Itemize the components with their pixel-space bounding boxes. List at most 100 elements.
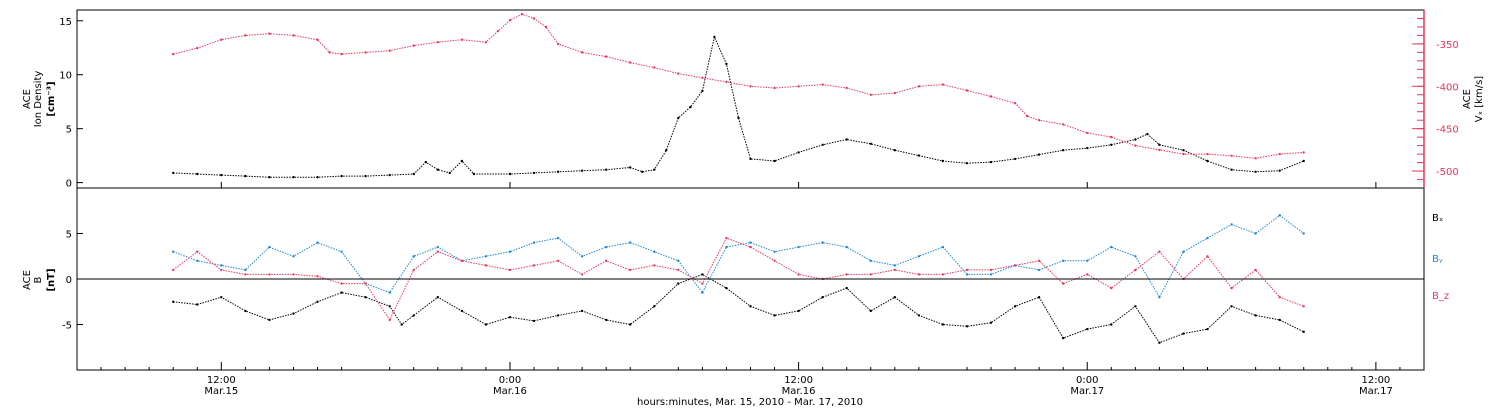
velocity-x-series-point [749, 85, 752, 88]
top-left-axis-label-line-2: Ion Density [33, 71, 44, 128]
velocity-x-series-point [496, 30, 500, 33]
bz-series-point [460, 259, 464, 262]
bz-series-point [1062, 282, 1065, 285]
by-series-point [508, 250, 512, 253]
velocity-x-series-point [893, 91, 896, 95]
top-left-tick-label: 5 [66, 125, 72, 136]
velocity-x-series-point [989, 95, 993, 98]
velocity-x-series-point [508, 19, 512, 22]
top-left-tick-label: 10 [59, 71, 72, 82]
velocity-x-series-point [484, 41, 488, 44]
bx-series-point [412, 314, 415, 317]
velocity-x-series-point [1158, 148, 1161, 152]
by-series-point [773, 250, 776, 253]
bx-series-point [1013, 305, 1017, 308]
top-right-tick-label: -350 [1436, 40, 1459, 51]
ion-density-series-point [580, 169, 584, 172]
velocity-x-series-point [556, 42, 560, 46]
bz-series-point [893, 268, 896, 272]
velocity-x-series-point [580, 51, 584, 54]
bz-series-point [1134, 268, 1137, 272]
ion-density-series-point [292, 176, 295, 179]
velocity-x-series-point [436, 41, 439, 44]
bx-series-point [821, 296, 824, 299]
top-left-axis-label-line-3: [cm⁻³] [46, 81, 57, 116]
ion-density-series-point [556, 170, 560, 173]
velocity-x-series-point [340, 52, 343, 56]
bx-series-point [749, 305, 752, 308]
ion-density-series-point [653, 168, 656, 171]
ion-density-series-point [532, 171, 536, 175]
velocity-x-series-point [1230, 154, 1233, 157]
velocity-x-series-point [869, 93, 872, 97]
velocity-x-series-line [173, 13, 1304, 159]
by-series-point [845, 245, 848, 249]
bx-series-point [941, 323, 945, 326]
velocity-x-series-point [196, 46, 199, 50]
velocity-x-series-point [388, 49, 391, 52]
ion-density-series-point [220, 173, 223, 177]
bx-series-point [532, 319, 536, 323]
by-series-point [941, 245, 945, 249]
ion-density-series-point [436, 168, 439, 171]
bx-series-line [173, 273, 1304, 344]
bx-series-point [965, 325, 969, 328]
velocity-x-series-point [1025, 114, 1029, 118]
ion-density-series-point [268, 176, 271, 179]
by-series-point [989, 273, 993, 276]
velocity-x-series-point [1013, 102, 1017, 105]
bz-series-point [268, 273, 271, 276]
bz-series-point [532, 264, 536, 267]
bx-series-point [1110, 323, 1113, 326]
by-series-point [340, 250, 343, 253]
bx-series-point [292, 312, 295, 315]
by-series-point [1230, 223, 1233, 226]
bz-series-point [605, 259, 608, 262]
velocity-x-series-point [268, 32, 271, 35]
by-series-point [1110, 245, 1113, 249]
by-series-point [1302, 232, 1305, 235]
bx-series-point [701, 273, 704, 276]
ion-density-series-point [1134, 138, 1137, 141]
bz-series-point [1278, 296, 1281, 299]
ion-density-series-point [605, 168, 608, 171]
bx-series-point [1062, 336, 1065, 340]
top-right-axis-label: ACE Vₓ [km/s] [1462, 76, 1485, 122]
velocity-x-series-point [1278, 152, 1281, 156]
ion-density-series-point [316, 176, 319, 179]
by-series-point [556, 236, 560, 240]
top-right-tick-label: -400 [1436, 82, 1459, 93]
by-series-point [1254, 232, 1257, 235]
ion-density-series-point [1086, 146, 1089, 150]
velocity-x-series-point [725, 80, 728, 84]
bx-series-point [580, 309, 584, 313]
velocity-x-series-point [1037, 119, 1041, 122]
by-series-point [1062, 259, 1065, 262]
velocity-x-series-point [220, 38, 223, 41]
by-series-point [316, 241, 319, 244]
ion-density-series-point [508, 172, 512, 176]
bottom-left-axis-ticks: 5 0 -5 [62, 230, 83, 332]
ion-density-series-point [701, 89, 704, 93]
ion-density-series-point [1278, 169, 1281, 172]
by-series-point [292, 255, 295, 258]
bx-series-point [989, 321, 993, 324]
x-axis-label: hours:minutes, Mar. 15, 2010 - Mar. 17, … [637, 397, 863, 408]
x-tick-date-label: Mar.15 [204, 386, 238, 397]
bottom-left-tick-label: -5 [62, 321, 72, 332]
ion-density-series-point [1230, 168, 1233, 171]
by-series-point [917, 255, 921, 258]
bx-series-point [653, 305, 656, 308]
velocity-x-series-point [1062, 123, 1065, 126]
bz-series-point [629, 268, 632, 272]
bz-series-point [941, 273, 945, 276]
ion-density-series-point [460, 159, 464, 163]
by-series-point [388, 291, 391, 294]
x-tick-time-label: 0:00 [1076, 375, 1098, 386]
legend-entry: Bᵧ [1432, 254, 1443, 265]
ion-density-series-point [869, 142, 872, 145]
top-left-axis-label: ACE Ion Density [cm⁻³] [22, 71, 57, 128]
bx-series-point [1254, 314, 1257, 317]
ion-density-series-point [388, 173, 391, 177]
